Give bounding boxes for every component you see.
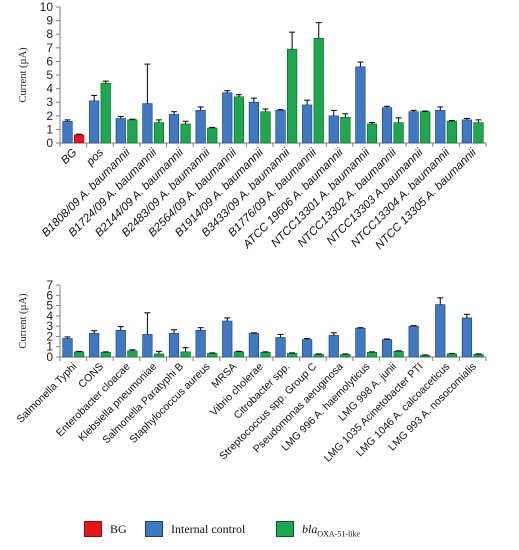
c1-bar-bla-ntcc13301-a-baumannii — [366, 123, 378, 144]
c1-bar-internal-ntcc13304-a-baumannii — [435, 110, 446, 144]
c2-y-tick-label: 3 — [46, 319, 53, 333]
c2-bar-internal-salmonella-typhi — [62, 338, 73, 358]
c2-bar-internal-vibrio-cholerae — [248, 333, 259, 358]
c1-bar-bla-b2564-09-a-baumannii — [233, 96, 244, 144]
legend-bla-sub: OXA-51-like — [317, 529, 360, 539]
c1-bar-internal-b1776-09-a-baumannii — [302, 104, 313, 144]
legend-bg-swatch — [84, 521, 102, 537]
c2-y-tick-label: 6 — [46, 288, 53, 302]
c1-bar-internal-b2564-09-a-baumannii — [222, 92, 233, 144]
c2-y-tick-label: 0 — [46, 350, 53, 364]
c2-bar-internal-lmg-998-a-junii — [381, 339, 393, 358]
c2-bar-bla-lmg-993-a-nosocomialis — [473, 354, 484, 358]
c1-bar-internal-atcc-19606-a-baumannii — [328, 115, 339, 144]
c1-y-tick-label: 4 — [46, 82, 53, 96]
c1-bar-bla-ntcc13304-a-baumannii — [446, 120, 457, 144]
c1-y-axis-label: Current (µA) — [18, 47, 29, 103]
c2-bar-bla-mrsa — [233, 351, 244, 358]
c1-y-tick-label: 10 — [40, 0, 54, 14]
c1-bar-bla-ntcc-13305-a-baumannii — [473, 122, 484, 144]
c2-bar-internal-citrobacter-spp — [275, 337, 286, 358]
c1-y-tick-label: 6 — [46, 54, 53, 68]
c2-bar-bla-lmg-998-a-junii — [393, 351, 404, 358]
c1-bar-internal-b3433-09-a-baumannii — [275, 110, 286, 144]
legend-bla-label: blaOXA-51-like — [302, 522, 360, 538]
c1-bar-internal-ntcc-13305-a-baumannii — [461, 119, 472, 144]
c1-bar-bla-pos — [100, 82, 111, 144]
c1-y-tick-label: 9 — [46, 14, 53, 28]
c2-bar-bla-cons — [100, 352, 111, 358]
c2-y-tick-label: 5 — [46, 299, 53, 313]
c1-category-label-bg: BG — [59, 147, 79, 167]
c2-bar-bla-salmonella-typhi — [74, 351, 85, 358]
c2-bar-internal-staphylococcus-aureus — [195, 329, 206, 358]
c2-bar-bla-klebsiella-pneumoniae — [153, 353, 165, 358]
c2-bar-internal-lmg-1046-a-calcoaceticus — [435, 304, 446, 358]
c2-bar-internal-lmg-996-a-haemolyticus — [355, 327, 366, 358]
legend-bg-label: BG — [110, 522, 127, 536]
c2-bar-bla-streptococcus-spp-group-c — [313, 354, 324, 358]
c1-bar-internal-ntcc13302-a-baumannii — [381, 107, 393, 144]
c1-y-tick-label: 3 — [46, 95, 53, 109]
c1-bar-internal-bg — [62, 120, 73, 144]
legend-bla-prefix: bla — [302, 522, 318, 536]
c1-bar-bla-b1724-09-a-baumannii — [153, 122, 165, 144]
c2-bar-bla-lmg-1046-a-calcoaceticus — [446, 353, 457, 358]
c2-bar-bla-salmonella-paratyphi-b — [180, 351, 191, 358]
c2-bar-internal-pseudomonas-aeruginosa — [328, 335, 339, 358]
c1-y-tick-label: 8 — [46, 27, 53, 41]
c2-y-tick-label: 2 — [46, 329, 53, 343]
c2-bar-bla-lmg-996-a-haemolyticus — [366, 352, 378, 358]
c1-bar-internal-b2144-09-a-baumannii — [168, 114, 180, 144]
c1-y-tick-label: 2 — [46, 109, 53, 123]
c1-bar-bla-ntcc13302-a-baumannii — [393, 122, 404, 144]
c2-bar-bla-staphylococcus-aureus — [207, 353, 218, 358]
c1-bar-internal-ntcc13303-a-baumannii — [408, 111, 419, 144]
c2-y-tick-label: 4 — [46, 309, 53, 323]
legend-bla-swatch — [276, 521, 294, 537]
c1-bar-bla-b1808-09-a-baumannii — [127, 119, 138, 144]
c1-bar-bla-b3433-09-a-baumannii — [287, 48, 298, 144]
c2-bar-bla-citrobacter-spp — [287, 353, 298, 358]
c1-bar-internal-b1808-09-a-baumannii — [115, 118, 126, 144]
c2-bar-bla-lmg-1035-acinetobacter-pti — [420, 355, 431, 358]
c2-y-axis-label: Current (µA) — [18, 293, 29, 349]
c2-bar-internal-klebsiella-pneumoniae — [142, 334, 153, 358]
c1-bar-bla-ntcc13303-a-baumannii — [420, 111, 431, 144]
c2-bar-internal-lmg-1035-acinetobacter-pti — [408, 325, 419, 358]
c2-bar-bla-vibrio-cholerae — [260, 352, 271, 358]
c1-bar-bg-bg — [74, 134, 85, 144]
legend-internal-control-swatch — [145, 521, 163, 537]
c2-bar-internal-mrsa — [222, 320, 233, 358]
c2-bar-internal-streptococcus-spp-group-c — [302, 339, 313, 358]
c1-bar-bla-b1914-09-a-baumannii — [260, 111, 271, 144]
c2-bar-internal-cons — [89, 333, 100, 358]
c1-bar-bla-b2144-09-a-baumannii — [180, 123, 191, 144]
legend-internal-control-label: Internal control — [171, 522, 246, 536]
c1-bar-internal-b1914-09-a-baumannii — [248, 101, 259, 144]
c2-y-tick-label: 7 — [46, 278, 53, 292]
c1-bar-bla-atcc-19606-a-baumannii — [340, 116, 351, 144]
c1-y-tick-label: 5 — [46, 68, 53, 82]
c2-bar-internal-salmonella-paratyphi-b — [168, 333, 180, 358]
c1-bar-internal-b1724-09-a-baumannii — [142, 103, 153, 144]
c2-bar-bla-pseudomonas-aeruginosa — [340, 354, 351, 358]
c1-bar-internal-pos — [89, 100, 100, 144]
c2-bar-internal-lmg-993-a-nosocomialis — [461, 317, 472, 358]
c2-bar-internal-enterobacter-cloacae — [115, 329, 126, 358]
c1-bar-bla-b2483-09-a-baumannii — [207, 127, 218, 144]
c1-bar-bla-b1776-09-a-baumannii — [313, 37, 324, 144]
c1-y-tick-label: 7 — [46, 41, 53, 55]
c1-bar-internal-b2483-09-a-baumannii — [195, 110, 206, 144]
c2-bar-bla-enterobacter-cloacae — [127, 350, 138, 358]
c1-y-tick-label: 0 — [46, 136, 53, 150]
c1-bar-internal-ntcc13301-a-baumannii — [355, 66, 366, 144]
c1-y-tick-label: 1 — [46, 122, 53, 136]
c1-category-label-pos: pos — [84, 146, 106, 168]
c2-y-tick-label: 1 — [46, 340, 53, 354]
